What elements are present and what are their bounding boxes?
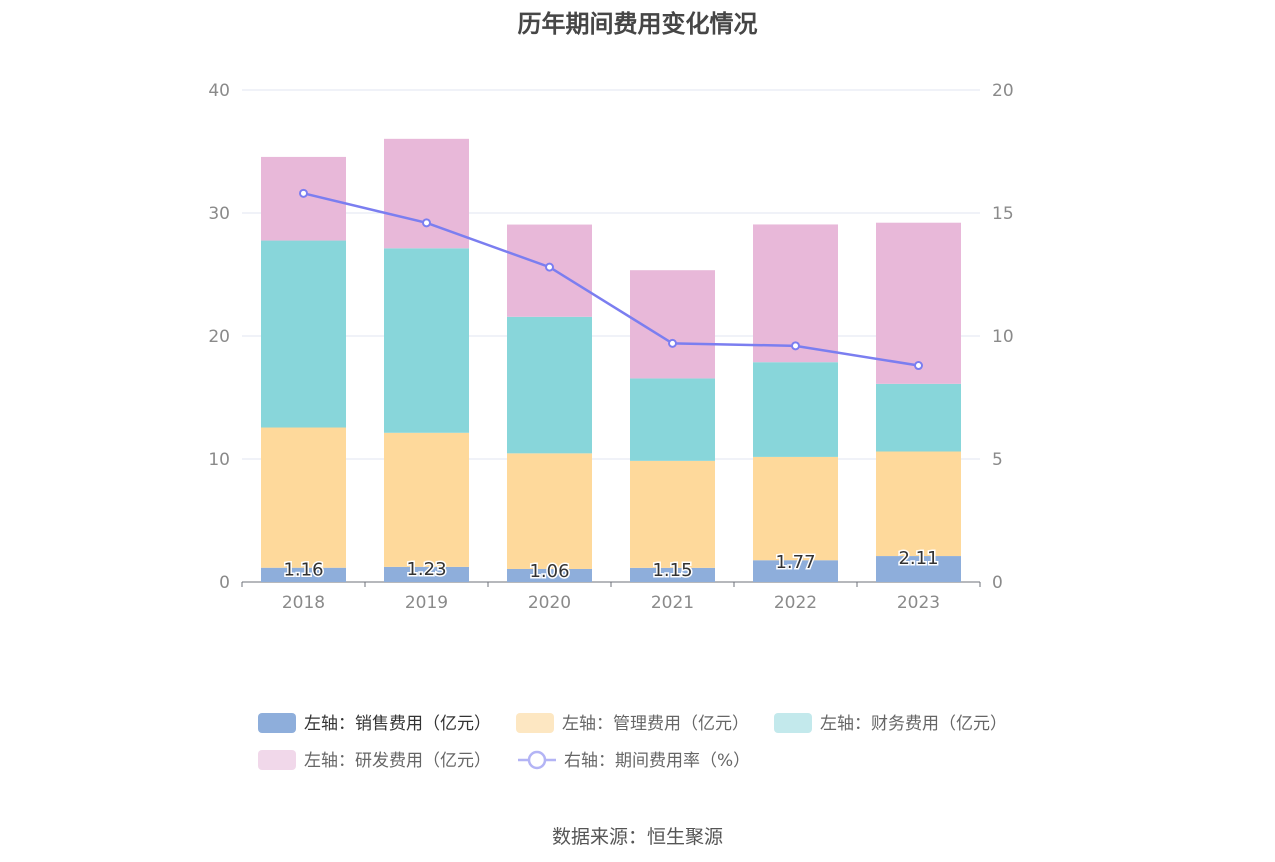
bar-segment bbox=[753, 224, 838, 363]
legend-item[interactable]: 左轴：研发费用（亿元） bbox=[258, 750, 491, 771]
axis-layer: 0 10 20 30 40 0 5 10 15 20 2018 2019 2020 2021 2022 202… bbox=[208, 81, 1013, 613]
data-label: 1.23 bbox=[406, 559, 446, 580]
bar-segment bbox=[384, 432, 469, 567]
bar-segment bbox=[630, 378, 715, 461]
data-label: 1.15 bbox=[652, 560, 692, 581]
chart-title: 历年期间费用变化情况 bbox=[517, 10, 758, 38]
bar-segment bbox=[261, 156, 346, 241]
left-axis-tick-label: 10 bbox=[208, 450, 230, 470]
x-axis-tick-label: 2021 bbox=[651, 593, 694, 613]
legend-label: 左轴：财务费用（亿元） bbox=[820, 714, 1007, 734]
x-axis-tick-label: 2022 bbox=[774, 593, 817, 613]
legend-item[interactable]: 左轴：财务费用（亿元） bbox=[774, 713, 1007, 734]
legend-item[interactable]: 左轴：管理费用（亿元） bbox=[516, 713, 749, 734]
bar-segment bbox=[630, 460, 715, 568]
line-point bbox=[914, 361, 923, 371]
line-point bbox=[299, 188, 308, 198]
line-point bbox=[545, 262, 554, 272]
line-point bbox=[668, 338, 677, 348]
bar-segment bbox=[876, 556, 961, 582]
right-axis-tick-label: 10 bbox=[992, 327, 1014, 347]
legend-marker bbox=[527, 750, 547, 770]
bar-segment bbox=[630, 567, 715, 582]
right-axis-tick-label: 20 bbox=[992, 81, 1014, 101]
legend-swatch bbox=[516, 713, 554, 733]
line-point bbox=[791, 341, 800, 351]
bar-segment bbox=[384, 248, 469, 433]
legend-label: 左轴：研发费用（亿元） bbox=[304, 751, 491, 771]
legend-item[interactable]: 左轴：销售费用（亿元） bbox=[258, 713, 491, 734]
bar-segment bbox=[753, 456, 838, 561]
bar-segment bbox=[261, 567, 346, 582]
data-label: 1.77 bbox=[775, 552, 815, 573]
right-axis-tick-label: 5 bbox=[992, 450, 1003, 470]
legend-swatch bbox=[258, 750, 296, 770]
right-axis-tick-label: 15 bbox=[992, 204, 1014, 224]
bar-segment bbox=[876, 383, 961, 452]
bar-segment bbox=[507, 453, 592, 569]
bar-segment bbox=[753, 560, 838, 582]
grid-layer bbox=[242, 89, 980, 460]
legend-swatch bbox=[258, 713, 296, 733]
left-axis-tick-label: 20 bbox=[208, 327, 230, 347]
bar-layer bbox=[261, 138, 961, 582]
legend[interactable]: 左轴：销售费用（亿元） 左轴：管理费用（亿元） 左轴：财务费用（亿元） 左轴：研发费用… bbox=[258, 713, 1007, 771]
line-point bbox=[422, 218, 431, 228]
bar-segment bbox=[261, 427, 346, 568]
right-axis-tick-label: 0 bbox=[992, 573, 1003, 593]
legend-item[interactable]: 右轴：期间费用率（%） bbox=[518, 750, 750, 771]
legend-label: 左轴：销售费用（亿元） bbox=[304, 714, 491, 734]
legend-label: 左轴：管理费用（亿元） bbox=[562, 714, 749, 734]
label-layer: 1.16 1.23 1.06 1.15 1.77 2.11 bbox=[282, 547, 940, 584]
line-series bbox=[303, 192, 919, 367]
x-axis-tick-label: 2020 bbox=[528, 593, 571, 613]
legend-swatch bbox=[774, 713, 812, 733]
bar-segment bbox=[753, 362, 838, 457]
line-layer bbox=[299, 188, 923, 371]
bar-segment bbox=[384, 566, 469, 582]
bar-segment bbox=[630, 270, 715, 379]
data-label: 1.16 bbox=[283, 560, 323, 581]
legend-label: 右轴：期间费用率（%） bbox=[564, 751, 750, 771]
left-axis-tick-label: 40 bbox=[208, 81, 230, 101]
left-axis-tick-label: 0 bbox=[219, 573, 230, 593]
bar-segment bbox=[507, 316, 592, 454]
x-axis-tick-label: 2019 bbox=[405, 593, 448, 613]
bar-segment bbox=[876, 222, 961, 384]
bar-segment bbox=[507, 568, 592, 582]
x-axis-tick-label: 2018 bbox=[282, 593, 325, 613]
x-axis-tick-label: 2023 bbox=[897, 593, 940, 613]
bar-segment bbox=[384, 138, 469, 249]
data-label: 1.06 bbox=[529, 561, 569, 582]
data-label: 2.11 bbox=[898, 548, 938, 569]
source-text: 数据来源：恒生聚源 bbox=[551, 826, 723, 848]
left-axis-tick-label: 30 bbox=[208, 204, 230, 224]
bar-segment bbox=[261, 240, 346, 428]
bar-segment bbox=[876, 451, 961, 557]
